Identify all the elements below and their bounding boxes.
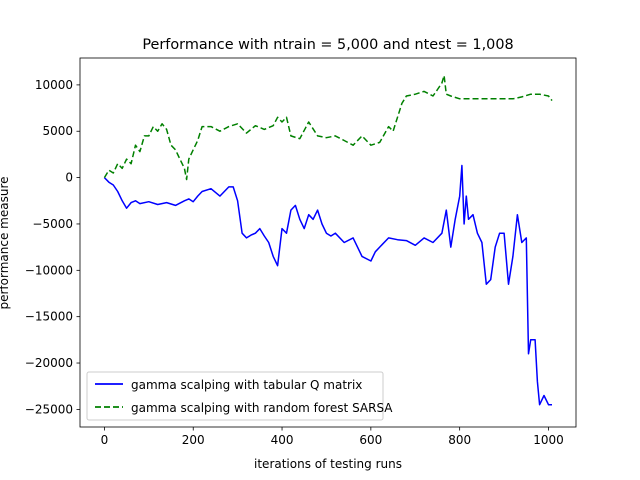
- x-tick-label: 200: [182, 433, 205, 447]
- plot-area: [103, 74, 553, 406]
- x-tick-label: 0: [101, 433, 109, 447]
- y-tick-label: 5000: [42, 124, 73, 138]
- legend-label-tabular-q: gamma scalping with tabular Q matrix: [131, 378, 362, 392]
- legend: gamma scalping with tabular Q matrix gam…: [86, 371, 393, 421]
- x-axis-label: iterations of testing runs: [254, 457, 402, 471]
- y-axis-label: performance measure: [0, 176, 11, 309]
- y-tick-label: 10000: [35, 78, 73, 92]
- x-tick-label: 1000: [533, 433, 564, 447]
- x-tick-label: 800: [448, 433, 471, 447]
- axes-frame: [79, 57, 577, 428]
- legend-box: [86, 371, 384, 421]
- y-tick-label: −15000: [25, 310, 73, 324]
- chart-title: Performance with ntrain = 5,000 and ntes…: [142, 37, 513, 53]
- x-tick-label: 600: [359, 433, 382, 447]
- x-axis: 0 200 400 600 800 1000: [101, 427, 564, 447]
- y-tick-label: −25000: [25, 402, 73, 416]
- y-axis: 10000 5000 0 −5000 −10000 −15000 −20000 −25000: [25, 78, 80, 416]
- y-tick-label: −5000: [32, 217, 73, 231]
- y-tick-label: 0: [65, 171, 73, 185]
- legend-label-random-forest-sarsa: gamma scalping with random forest SARSA: [131, 401, 393, 415]
- y-tick-label: −20000: [25, 356, 73, 370]
- y-tick-label: −10000: [25, 263, 73, 277]
- x-tick-label: 400: [271, 433, 294, 447]
- series-line-random-forest-sarsa: [103, 74, 553, 181]
- series-line-tabular-q: [103, 164, 552, 406]
